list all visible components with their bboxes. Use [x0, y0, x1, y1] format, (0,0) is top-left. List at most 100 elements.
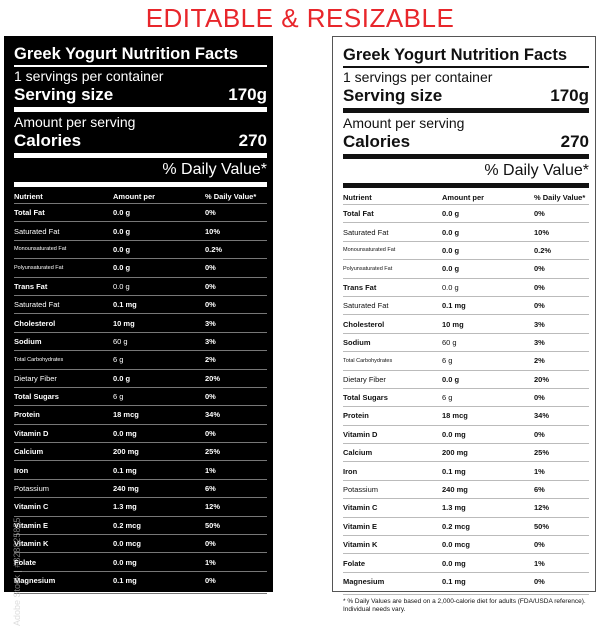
- column-nutrient: Nutrient: [14, 191, 43, 201]
- nutrient-name: Polyunsaturated Fat: [343, 265, 393, 272]
- nutrient-amount: 0.1 mg: [113, 465, 137, 475]
- nutrient-name: Protein: [343, 411, 369, 421]
- daily-value-heading: % Daily Value*: [162, 161, 267, 178]
- nutrient-row: Total Sugars 6 g 0%: [343, 387, 589, 406]
- nutrient-daily-value: 6%: [534, 485, 545, 495]
- nutrient-name: Potassium: [343, 485, 379, 495]
- nutrient-daily-value: 3%: [205, 318, 216, 328]
- divider-thick: [343, 154, 589, 159]
- nutrient-row: Iron 0.1 mg 1%: [14, 460, 267, 478]
- nutrient-daily-value: 0%: [534, 282, 545, 292]
- column-header-row: Nutrient Amount per % Daily Value*: [343, 190, 589, 204]
- nutrient-row: Vitamin D 0.0 mg 0%: [343, 424, 589, 443]
- nutrient-daily-value: 2%: [205, 355, 216, 365]
- nutrient-row: Total Fat 0.0 g 0%: [14, 203, 267, 221]
- nutrient-daily-value: 25%: [205, 447, 221, 457]
- nutrient-name: Cholesterol: [343, 319, 385, 329]
- nutrient-row: Vitamin K 0.0 mcg 0%: [343, 535, 589, 553]
- nutrient-amount: 0.0 g: [442, 227, 460, 237]
- nutrient-daily-value: 0%: [534, 264, 545, 274]
- nutrient-amount: 0.0 mg: [113, 557, 137, 567]
- nutrient-daily-value: 0%: [205, 300, 216, 310]
- nutrient-daily-value: 34%: [205, 410, 221, 420]
- nutrient-amount: 240 mg: [442, 485, 468, 495]
- nutrition-label-dark: Greek Yogurt Nutrition Facts 1 servings …: [4, 36, 273, 626]
- nutrient-daily-value: 1%: [534, 558, 545, 568]
- serving-size-label: Serving size: [14, 85, 114, 104]
- nutrient-daily-value: 0%: [534, 429, 545, 439]
- nutrient-amount: 0.2 mcg: [442, 521, 470, 531]
- nutrient-amount: 60 g: [113, 336, 128, 346]
- nutrient-name: Iron: [343, 466, 358, 476]
- nutrient-row: Saturated Fat 0.1 mg 0%: [14, 294, 267, 313]
- nutrient-daily-value: 50%: [205, 520, 221, 530]
- nutrient-row: Monounsaturated Fat 0.0 g 0.2%: [343, 240, 589, 259]
- nutrient-amount: 0.0 g: [113, 244, 131, 254]
- nutrient-name: Total Carbohydrates: [14, 356, 64, 363]
- nutrient-amount: 0.1 mg: [442, 466, 466, 476]
- nutrient-row: Potassium 240 mg 6%: [343, 479, 589, 498]
- nutrient-name: Magnesium: [343, 577, 385, 586]
- nutrient-amount: 0.0 g: [113, 208, 131, 218]
- calories-value: 270: [560, 132, 589, 151]
- nutrient-amount: 0.0 mg: [442, 429, 466, 439]
- nutrient-row: Folate 0.0 mg 1%: [343, 553, 589, 571]
- nutrient-name: Vitamin K: [14, 539, 49, 549]
- nutrient-name: Sodium: [14, 336, 42, 346]
- serving-size-row: Serving size 170g: [14, 84, 267, 105]
- nutrient-row: Iron 0.1 mg 1%: [343, 461, 589, 479]
- nutrient-amount: 6 g: [113, 392, 124, 402]
- nutrient-name: Total Fat: [343, 209, 374, 219]
- nutrient-daily-value: 0.2%: [534, 245, 552, 255]
- nutrient-name: Cholesterol: [14, 318, 56, 328]
- nutrient-daily-value: 0%: [205, 281, 216, 291]
- nutrient-amount: 0.1 mg: [442, 301, 466, 311]
- divider: [343, 66, 589, 68]
- nutrient-name: Total Carbohydrates: [343, 357, 393, 364]
- nutrient-daily-value: 20%: [205, 373, 221, 383]
- nutrient-name: Total Fat: [14, 208, 45, 218]
- nutrient-row: Total Sugars 6 g 0%: [14, 386, 267, 405]
- nutrient-table: Total Fat 0.0 g 0% Saturated Fat 0.0 g 10% Mon…: [14, 203, 267, 589]
- nutrient-row: Polyunsaturated Fat 0.0 g 0%: [343, 259, 589, 277]
- nutrient-daily-value: 20%: [534, 374, 550, 384]
- nutrient-name: Trans Fat: [343, 282, 377, 292]
- nutrient-name: Vitamin E: [14, 520, 49, 530]
- nutrient-daily-value: 1%: [534, 466, 545, 476]
- nutrient-name: Polyunsaturated Fat: [14, 264, 64, 271]
- column-header-row: Nutrient Amount per % Daily Value*: [14, 189, 267, 203]
- divider-thick: [14, 182, 267, 187]
- nutrient-daily-value: 0%: [534, 540, 545, 550]
- nutrient-amount: 0.0 g: [442, 209, 460, 219]
- nutrient-daily-value: 0.2%: [205, 244, 223, 254]
- nutrient-row: Monounsaturated Fat 0.0 g 0.2%: [14, 239, 267, 258]
- nutrient-daily-value: 1%: [205, 465, 216, 475]
- nutrient-daily-value: 12%: [205, 502, 221, 512]
- nutrient-amount: 0.1 mg: [113, 576, 137, 585]
- nutrient-daily-value: 0%: [205, 392, 216, 402]
- nutrient-amount: 6 g: [442, 393, 453, 403]
- nutrient-row: Calcium 200 mg 25%: [343, 443, 589, 461]
- nutrient-amount: 0.0 g: [113, 373, 131, 383]
- nutrient-name: Dietary Fiber: [343, 374, 386, 384]
- calories-label: Calories: [14, 131, 82, 150]
- nutrient-row: Sodium 60 g 3%: [14, 331, 267, 350]
- nutrient-amount: 60 g: [442, 337, 457, 347]
- nutrient-row: Dietary Fiber 0.0 g 20%: [343, 369, 589, 388]
- nutrient-row: Cholesterol 10 mg 3%: [343, 314, 589, 332]
- nutrient-amount: 10 mg: [113, 318, 135, 328]
- nutrient-name: Saturated Fat: [14, 226, 60, 236]
- nutrient-amount: 0.0 g: [113, 226, 131, 236]
- nutrient-name: Sodium: [343, 337, 371, 347]
- nutrient-name: Iron: [14, 465, 29, 475]
- amount-per-serving: Amount per serving: [14, 114, 136, 130]
- nutrient-row: Calcium 200 mg 25%: [14, 442, 267, 460]
- label-title: Greek Yogurt Nutrition Facts: [343, 46, 568, 64]
- calories-value: 270: [238, 131, 267, 150]
- nutrient-daily-value: 12%: [534, 503, 550, 513]
- nutrient-row: Trans Fat 0.0 g 0%: [343, 277, 589, 296]
- column-nutrient: Nutrient: [343, 192, 372, 202]
- nutrient-name: Total Sugars: [343, 393, 388, 403]
- nutrient-daily-value: 0%: [205, 263, 216, 273]
- nutrient-name: Vitamin K: [343, 540, 378, 550]
